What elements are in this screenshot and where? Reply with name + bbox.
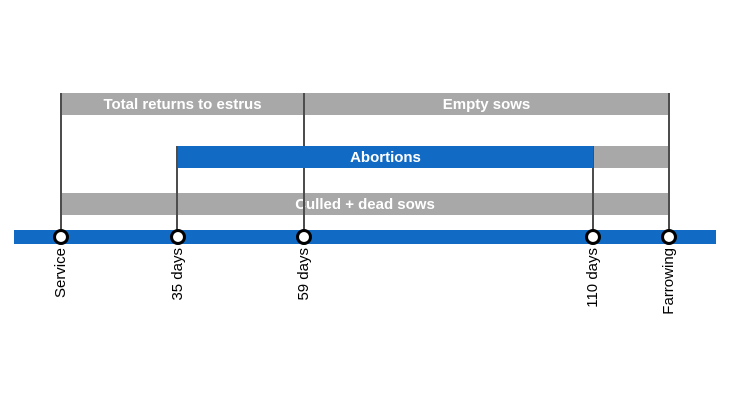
tick-label-35-days: 35 days: [169, 248, 186, 301]
total-returns-to-estrus-label: Total returns to estrus: [103, 95, 262, 113]
marker-35-days: [170, 229, 186, 245]
abortions-bar: Abortions: [178, 146, 593, 168]
total-returns-to-estrus-bar: Total returns to estrus: [61, 93, 304, 115]
tick-line-farrowing: [668, 93, 670, 237]
empty-sows-bar: Empty sows: [304, 93, 669, 115]
culled-dead-sows-label: Culled + dead sows: [295, 195, 435, 213]
timeline-axis: [14, 230, 716, 244]
abortions-label: Abortions: [350, 148, 421, 166]
tick-label-59-days: 59 days: [295, 248, 312, 301]
tick-label-service: Service: [52, 248, 69, 299]
marker-110-days: [585, 229, 601, 245]
tick-label-farrowing: Farrowing: [660, 248, 677, 315]
empty-sows-label: Empty sows: [442, 95, 531, 113]
marker-service: [53, 229, 69, 245]
tick-line-110-days: [592, 146, 594, 237]
tick-line-service: [60, 93, 62, 237]
marker-farrowing: [661, 229, 677, 245]
abortions-row-tail-bar: [593, 146, 669, 168]
tick-label-110-days: 110 days: [584, 248, 601, 308]
culled-dead-sows-bar: Culled + dead sows: [61, 193, 669, 215]
marker-59-days: [296, 229, 312, 245]
tick-line-35-days: [176, 146, 178, 237]
